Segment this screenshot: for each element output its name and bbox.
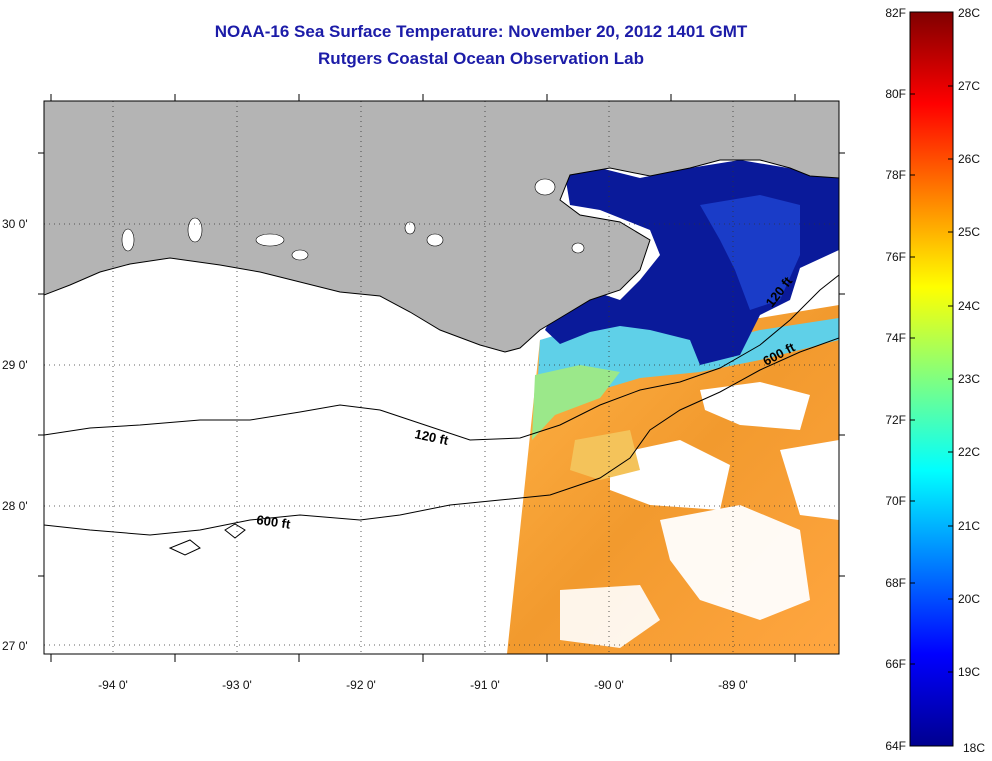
lon-label: -93 0' [222,678,252,692]
contour-label-600-west: 600 ft [256,512,292,532]
colorbar-f-label: 68F [885,576,906,590]
colorbar-c-label: 25C [958,225,980,239]
lon-label: -90 0' [594,678,624,692]
land-mass [44,101,839,353]
colorbar-c-label: 23C [958,372,980,386]
colorbar-c-label: 21C [958,519,980,533]
lon-label: -89 0' [718,678,748,692]
lon-label: -91 0' [470,678,500,692]
colorbar-c-labels: 28C 27C 26C 25C 24C 23C 22C 21C 20C 19C … [958,6,985,755]
colorbar [909,11,954,747]
colorbar-f-label: 66F [885,657,906,671]
colorbar-f-label: 78F [885,168,906,182]
colorbar-c-label: 27C [958,79,980,93]
sst-swath [507,160,839,654]
colorbar-c-label: 18C [963,741,985,755]
colorbar-c-label: 24C [958,299,980,313]
frame-ticks [38,94,845,662]
contour-label-120-west: 120 ft [413,426,450,448]
map-subtitle: Rutgers Coastal Ocean Observation Lab [318,49,644,68]
colorbar-f-label: 70F [885,494,906,508]
colorbar-c-label: 19C [958,665,980,679]
lon-label: -94 0' [98,678,128,692]
colorbar-f-label: 80F [885,87,906,101]
colorbar-f-labels: 82F 80F 78F 76F 74F 72F 70F 68F 66F 64F [885,6,906,753]
colorbar-c-label: 28C [958,6,980,20]
colorbar-f-label: 72F [885,413,906,427]
lat-label: 30 0' [2,217,28,231]
depth-contours [44,274,839,556]
map-title: NOAA-16 Sea Surface Temperature: Novembe… [214,22,748,41]
graticule [44,101,839,654]
colorbar-ticks [910,85,953,673]
colorbar-f-label: 76F [885,250,906,264]
colorbar-c-label: 26C [958,152,980,166]
lakes [121,178,585,261]
map-frame [43,100,840,655]
colorbar-f-label: 64F [885,739,906,753]
lat-label: 28 0' [2,499,28,513]
lat-label: 27 0' [2,639,28,653]
lat-label: 29 0' [2,358,28,372]
colorbar-c-label: 22C [958,445,980,459]
colorbar-c-label: 20C [958,592,980,606]
colorbar-f-label: 74F [885,331,906,345]
colorbar-f-label: 82F [885,6,906,20]
lon-label: -92 0' [346,678,376,692]
